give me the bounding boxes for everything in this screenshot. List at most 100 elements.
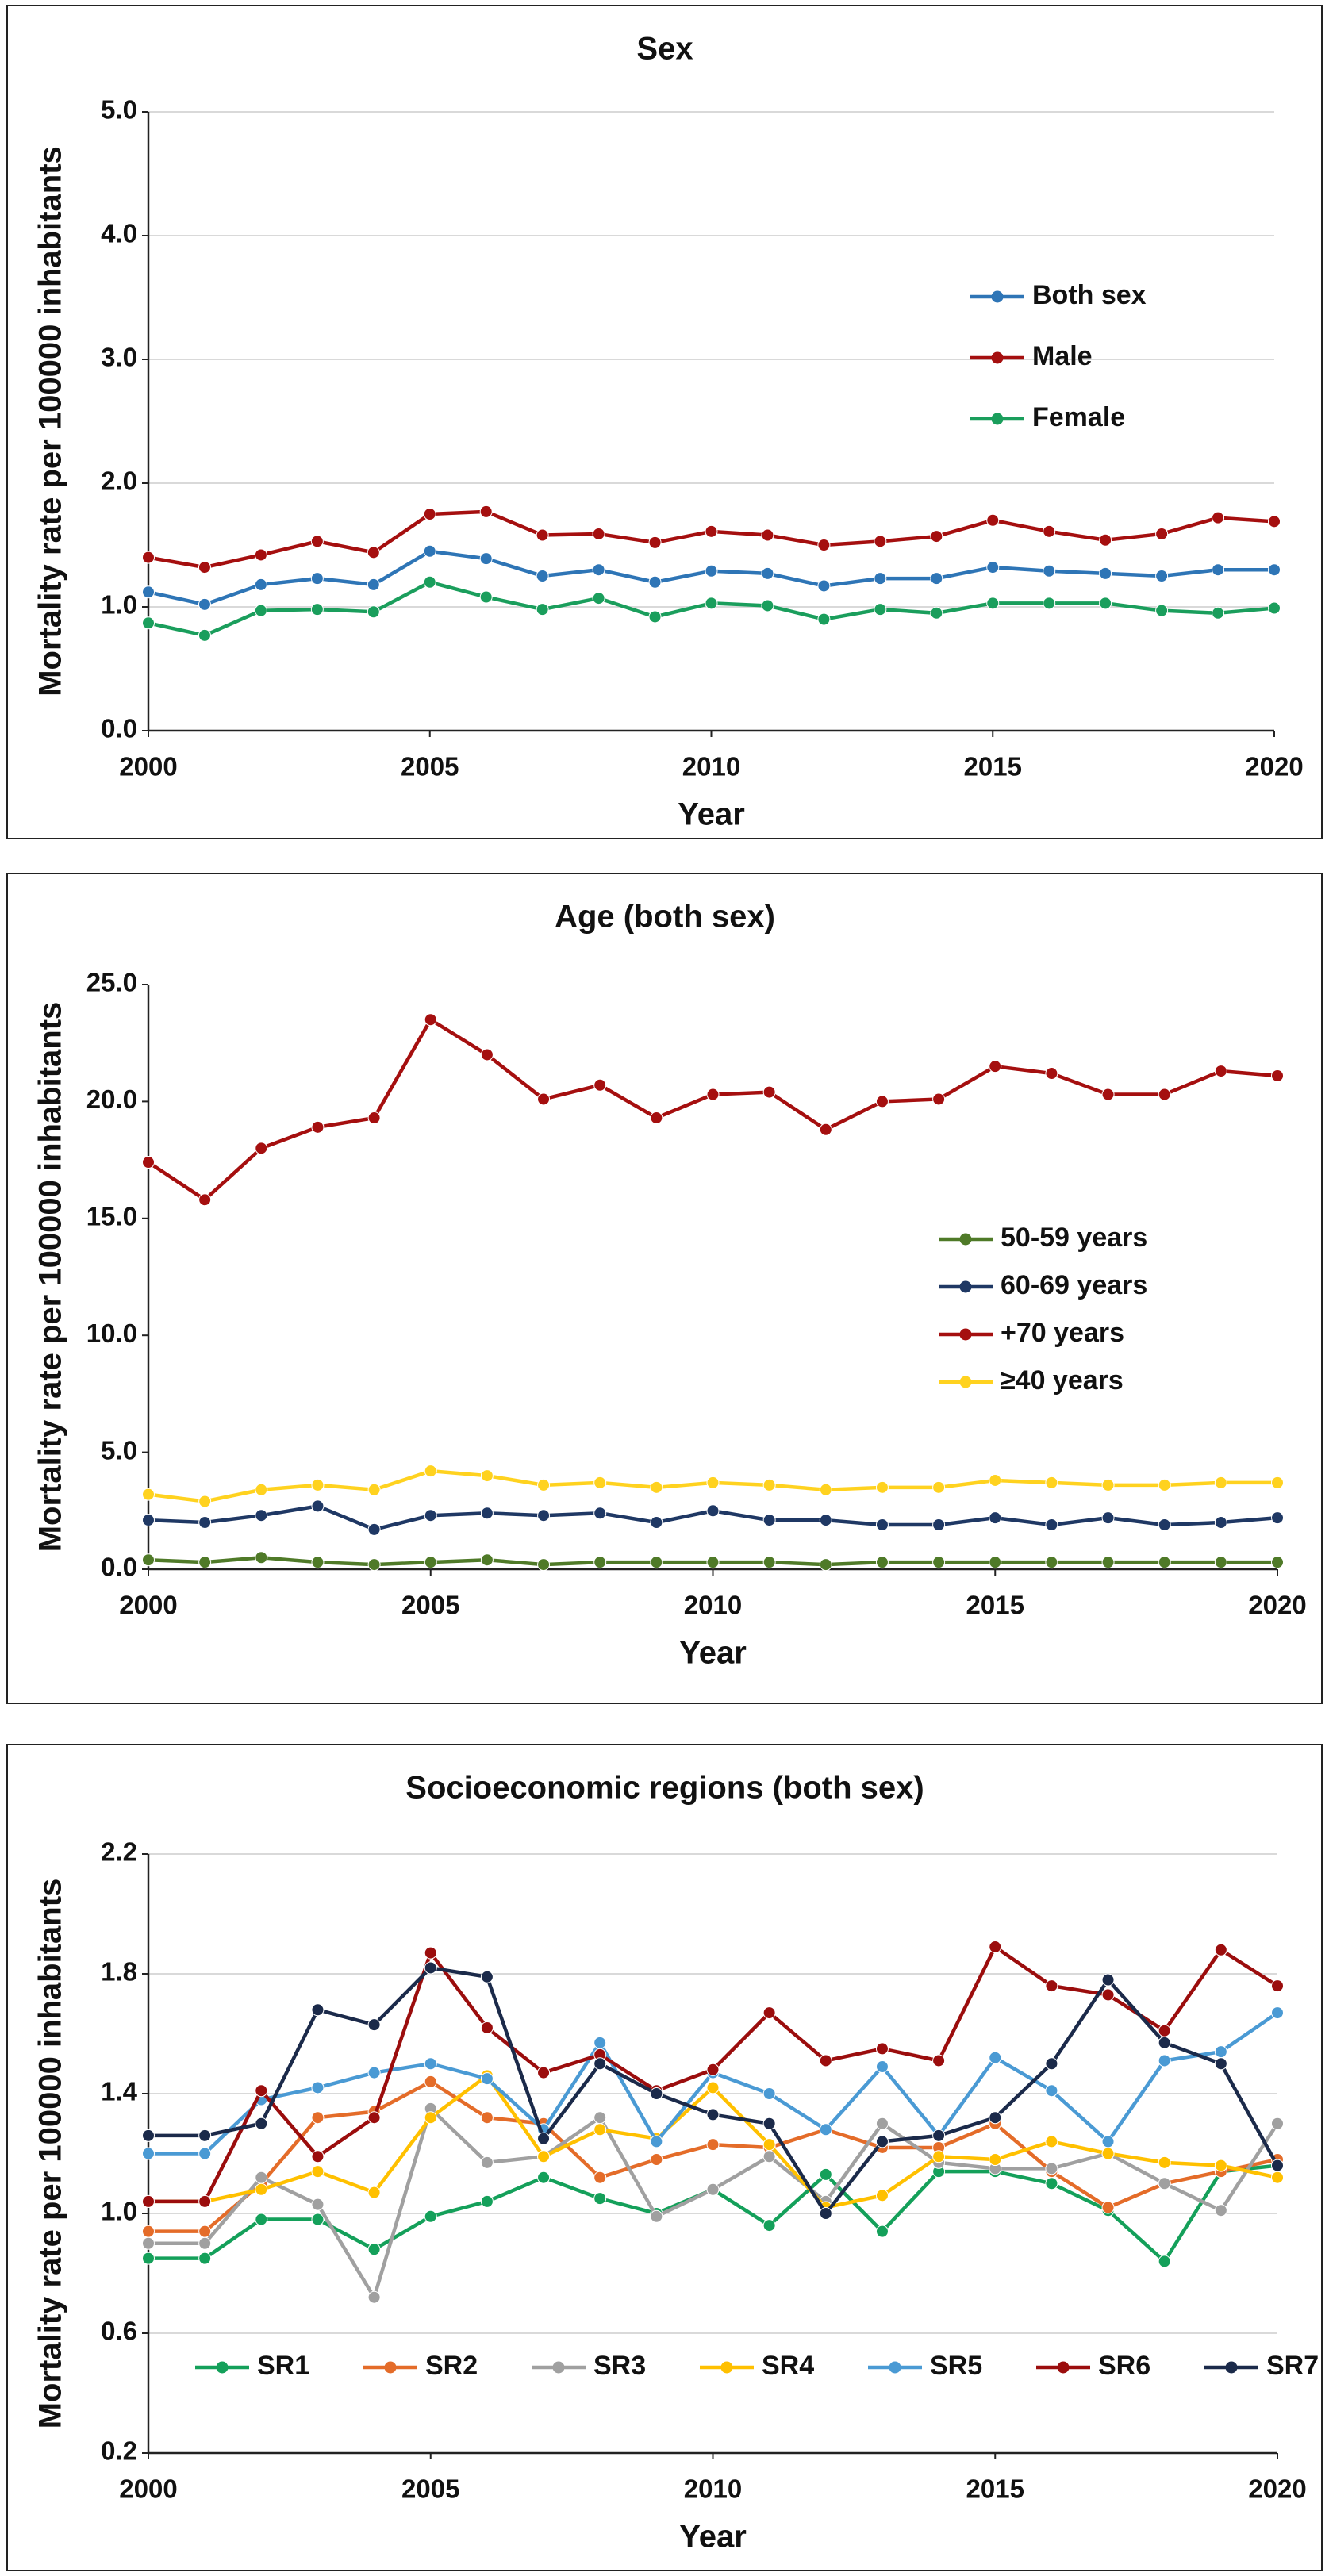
data-point <box>311 2165 325 2179</box>
x-tick-label: 2000 <box>119 1591 177 1620</box>
data-point <box>537 2171 551 2184</box>
data-point <box>480 2111 494 2125</box>
data-point <box>198 2225 212 2238</box>
y-tick-label: 15.0 <box>86 1202 137 1231</box>
y-tick-label: 3.0 <box>101 343 137 372</box>
data-point <box>311 1499 325 1513</box>
y-tick-label: 1.4 <box>101 2077 138 2106</box>
data-point <box>255 2117 268 2130</box>
data-point <box>367 2018 381 2032</box>
data-point <box>142 1488 155 1501</box>
data-point <box>198 561 211 574</box>
chart-panel: Socioeconomic regions (both sex) Mortalit… <box>6 1744 1323 2571</box>
data-point <box>819 2167 832 2181</box>
data-point <box>705 564 718 578</box>
data-point <box>537 2066 551 2079</box>
data-point <box>989 2051 1002 2064</box>
data-point <box>650 2135 663 2148</box>
data-point <box>986 561 1000 574</box>
data-point <box>874 535 887 548</box>
data-point <box>1045 1556 1058 1569</box>
data-point <box>1214 1943 1227 1956</box>
data-point <box>311 2081 325 2094</box>
y-tick-label: 20.0 <box>86 1085 137 1114</box>
legend-label: SR6 <box>1098 2351 1150 2381</box>
legend-label: SR7 <box>1266 2351 1319 2381</box>
data-point <box>537 1092 551 1106</box>
data-point <box>536 603 549 616</box>
data-point <box>1214 1065 1227 1078</box>
legend-label: SR1 <box>257 2351 309 2381</box>
data-point <box>593 2192 607 2206</box>
data-point <box>480 1553 494 1567</box>
y-tick-label: 10.0 <box>86 1319 137 1348</box>
data-point <box>1271 2171 1284 2184</box>
legend-marker <box>1057 2361 1070 2374</box>
data-point <box>706 2081 720 2094</box>
data-point <box>932 2129 946 2142</box>
data-point <box>1268 563 1281 577</box>
data-point <box>989 1060 1002 1073</box>
data-point <box>874 572 887 585</box>
data-point <box>1158 1478 1171 1491</box>
data-point <box>1045 2084 1058 2098</box>
x-tick-label: 2015 <box>964 752 1022 781</box>
y-axis-label: Mortality rate per 100000 inhabitants <box>33 1879 68 2429</box>
data-point <box>1045 2162 1058 2175</box>
data-point <box>989 2111 1002 2125</box>
data-point <box>1101 1556 1115 1569</box>
data-point <box>1155 570 1169 582</box>
data-point <box>1214 1516 1227 1530</box>
legend-marker <box>991 290 1004 303</box>
y-tick-label: 0.0 <box>101 714 137 743</box>
legend-marker <box>552 2361 565 2374</box>
data-point <box>1268 515 1281 528</box>
data-point <box>255 2182 268 2196</box>
data-point <box>706 1476 720 1489</box>
data-point <box>762 2150 776 2163</box>
y-tick-label: 0.0 <box>101 1553 137 1582</box>
data-point <box>986 513 1000 527</box>
data-point <box>1043 597 1056 610</box>
data-point <box>875 1095 889 1108</box>
data-point <box>1045 2177 1058 2190</box>
data-point <box>1271 2117 1284 2130</box>
data-point <box>1271 1979 1284 1993</box>
data-point <box>424 1961 437 1975</box>
data-point <box>819 2207 832 2220</box>
data-point <box>423 544 436 558</box>
legend-marker <box>720 2361 733 2374</box>
legend-marker <box>991 351 1004 364</box>
data-point <box>536 570 549 582</box>
data-point <box>706 1088 720 1101</box>
data-point <box>930 572 943 585</box>
data-point <box>367 1111 381 1125</box>
data-point <box>1271 1476 1284 1489</box>
data-point <box>989 1556 1002 1569</box>
legend-marker <box>959 1280 972 1293</box>
data-point <box>479 552 493 566</box>
x-tick-label: 2000 <box>119 2474 177 2504</box>
data-point <box>367 578 380 591</box>
data-point <box>930 530 943 543</box>
legend-marker <box>216 2361 229 2374</box>
data-point <box>198 2129 212 2142</box>
data-point <box>1271 2006 1284 2020</box>
data-point <box>142 1156 155 1169</box>
data-point <box>480 2156 494 2169</box>
data-point <box>142 2129 155 2142</box>
data-point <box>1212 511 1225 524</box>
x-tick-label: 2015 <box>966 2474 1024 2504</box>
data-point <box>1158 1518 1171 1531</box>
x-tick-label: 2020 <box>1248 2474 1306 2504</box>
x-tick-label: 2010 <box>682 752 740 781</box>
data-point <box>986 597 1000 610</box>
data-point <box>198 628 211 642</box>
data-point <box>706 1504 720 1518</box>
data-point <box>1214 2057 1227 2071</box>
data-point <box>198 2252 212 2265</box>
data-point <box>819 1558 832 1572</box>
data-point <box>480 1469 494 1483</box>
data-point <box>1214 2045 1227 2059</box>
